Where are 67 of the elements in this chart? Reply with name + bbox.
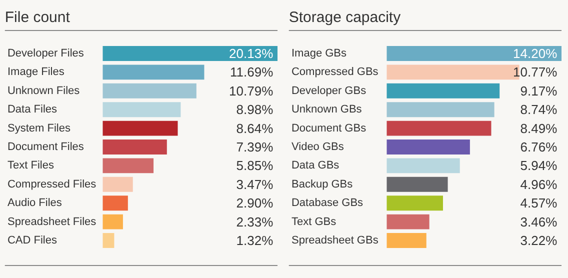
data-label: 2.33%: [236, 214, 274, 230]
bar: [102, 102, 181, 118]
y-tick-label: Developer Files: [7, 48, 84, 60]
bar: [386, 214, 430, 230]
bar: [386, 46, 562, 61]
data-label: 8.49%: [520, 120, 558, 136]
data-label: 8.74%: [520, 102, 558, 118]
y-tick-label: Data Files: [7, 104, 58, 116]
data-label: 3.22%: [520, 233, 558, 248]
bar: [102, 64, 204, 80]
chart-title: Storage capacity: [288, 9, 402, 26]
y-tick-label: Compressed Files: [7, 178, 97, 190]
y-tick-label: Image Files: [7, 66, 65, 78]
bar: [102, 46, 278, 61]
y-tick-label: Unknown Files: [7, 84, 80, 97]
y-tick-label: Data GBs: [291, 160, 340, 172]
data-label: 6.76%: [520, 140, 558, 154]
y-tick-label: Compressed GBs: [291, 66, 379, 78]
bar: [386, 233, 426, 248]
y-tick-label: Text Files: [7, 160, 54, 172]
bar: [386, 176, 448, 192]
bar: [386, 158, 460, 174]
bar: [102, 196, 128, 211]
bar: [386, 120, 492, 136]
y-tick-label: Image GBs: [291, 48, 348, 60]
bar: [386, 140, 470, 154]
bar: [386, 83, 500, 98]
data-label: 7.39%: [236, 140, 274, 154]
data-label: 5.94%: [520, 158, 558, 174]
y-tick-label: Unknown GBs: [291, 104, 362, 116]
data-label: 1.32%: [236, 233, 274, 248]
data-label: 4.96%: [520, 176, 558, 192]
bar: [102, 214, 123, 230]
y-tick-label: Audio Files: [7, 197, 62, 210]
chart-title: File count: [4, 9, 71, 26]
y-tick-label: Database GBs: [291, 197, 364, 210]
bar: [386, 196, 443, 211]
y-tick-label: System Files: [7, 122, 71, 134]
bar: [102, 233, 114, 248]
data-label: 10.77%: [513, 64, 558, 80]
data-label: 5.85%: [236, 158, 274, 174]
data-label: 2.90%: [236, 196, 274, 211]
data-label: 4.57%: [520, 196, 558, 211]
bar: [102, 158, 154, 174]
bar: [102, 176, 133, 192]
bar: [102, 83, 196, 98]
data-label: 3.46%: [520, 214, 558, 230]
data-label: 8.98%: [236, 102, 274, 118]
y-tick-label: Backup GBs: [291, 178, 354, 190]
data-label: 20.13%: [229, 46, 274, 61]
y-tick-label: Developer GBs: [291, 84, 367, 97]
data-label: 3.47%: [236, 176, 274, 192]
data-label: 10.79%: [229, 83, 274, 98]
data-label: 11.69%: [230, 64, 274, 80]
bar: [102, 140, 167, 154]
data-label: 14.20%: [513, 46, 558, 61]
data-label: 8.64%: [236, 120, 274, 136]
y-tick-label: Document Files: [7, 141, 84, 153]
bar: [102, 120, 178, 136]
data-label: 9.17%: [520, 83, 558, 98]
y-tick-label: Video GBs: [291, 141, 344, 153]
bar: [386, 102, 494, 118]
y-tick-label: Document GBs: [291, 122, 367, 134]
y-tick-label: Spreadsheet Files: [7, 216, 97, 228]
y-tick-label: Spreadsheet GBs: [291, 234, 379, 246]
y-tick-label: CAD Files: [7, 234, 58, 246]
y-tick-label: Text GBs: [291, 216, 337, 228]
